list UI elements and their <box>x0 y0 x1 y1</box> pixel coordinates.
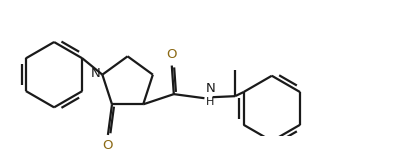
Text: N: N <box>206 82 215 95</box>
Text: N: N <box>90 67 100 80</box>
Text: H: H <box>206 97 214 107</box>
Text: O: O <box>103 139 113 151</box>
Text: O: O <box>167 48 177 61</box>
